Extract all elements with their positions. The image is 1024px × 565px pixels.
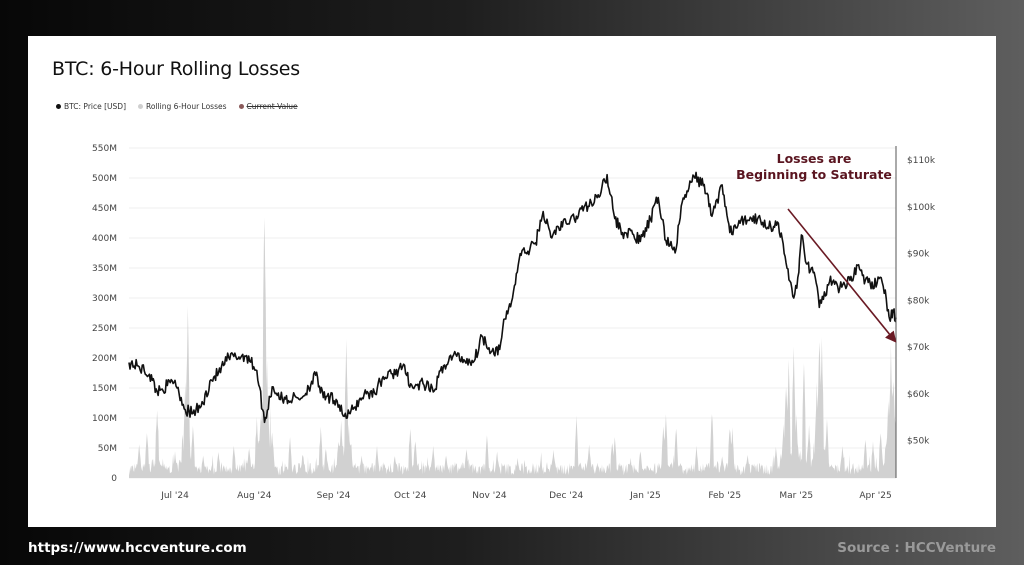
x-tick-label: Aug '24 [237, 491, 272, 501]
legend-label-losses: Rolling 6-Hour Losses [146, 102, 227, 111]
y-right-tick-label: $50k [907, 437, 930, 447]
y-left-tick-label: 450M [92, 204, 117, 214]
chart-card: BTC: 6-Hour Rolling Losses BTC: Price [U… [28, 36, 996, 527]
annotation-text: Beginning to Saturate [736, 167, 892, 182]
legend-item-price[interactable]: BTC: Price [USD] [56, 102, 126, 111]
y-left-tick-label: 0 [111, 474, 117, 484]
losses-area [129, 217, 896, 478]
x-tick-label: Dec '24 [549, 491, 583, 501]
axes: 0 50M 100M 150M 200M 250M 300M 350M 400M 450M 500M… [92, 144, 936, 501]
y-right-tick-label: $80k [907, 296, 930, 306]
annotation-arrow [787, 208, 897, 343]
price-line [128, 171, 897, 424]
y-left-tick-label: 200M [92, 354, 117, 364]
x-tick-label: Sep '24 [317, 491, 351, 501]
x-tick-label: Oct '24 [394, 491, 427, 501]
y-left-tick-label: 250M [92, 324, 117, 334]
legend-dot-losses [138, 104, 143, 109]
x-tick-label: Apr '25 [859, 491, 891, 501]
grid-lines [129, 147, 896, 479]
x-tick-label: Nov '24 [472, 491, 507, 501]
legend-item-losses[interactable]: Rolling 6-Hour Losses [138, 102, 227, 111]
annotation-text: Losses are [777, 151, 852, 166]
y-right-tick-label: $60k [907, 390, 930, 400]
y-left-tick-label: 500M [92, 174, 117, 184]
price-line-series [128, 171, 897, 424]
y-left-tick-label: 550M [92, 144, 117, 154]
y-right-tick-label: $100k [907, 203, 936, 213]
y-left-tick-label: 100M [92, 414, 117, 424]
x-tick-label: Jan '25 [629, 491, 661, 501]
legend: BTC: Price [USD] Rolling 6-Hour Losses C… [56, 102, 298, 111]
x-tick-label: Feb '25 [708, 491, 741, 501]
y-left-tick-label: 300M [92, 294, 117, 304]
legend-label-current: Current Value [246, 102, 298, 111]
y-right-tick-label: $90k [907, 250, 930, 260]
losses-area-series [129, 217, 896, 478]
y-left-tick-label: 150M [92, 384, 117, 394]
legend-dot-current [238, 104, 244, 109]
legend-item-current[interactable]: Current Value [238, 102, 298, 111]
chart-title: BTC: 6-Hour Rolling Losses [52, 58, 300, 80]
y-left-tick-label: 350M [92, 264, 117, 274]
y-left-tick-label: 50M [98, 444, 117, 454]
y-right-tick-label: $110k [907, 156, 936, 166]
footer-source-text: Source : HCCVenture [837, 540, 996, 556]
y-right-tick-label: $70k [907, 343, 930, 353]
footer-url-link[interactable]: https://www.hccventure.com [28, 540, 247, 556]
y-left-tick-label: 400M [92, 234, 117, 244]
legend-dot-price [56, 104, 61, 109]
chart-svg: 0 50M 100M 150M 200M 250M 300M 350M 400M 450M 500M… [92, 144, 936, 501]
legend-label-price: BTC: Price [USD] [64, 102, 126, 111]
x-tick-label: Mar '25 [779, 491, 813, 501]
x-tick-label: Jul '24 [160, 491, 189, 501]
